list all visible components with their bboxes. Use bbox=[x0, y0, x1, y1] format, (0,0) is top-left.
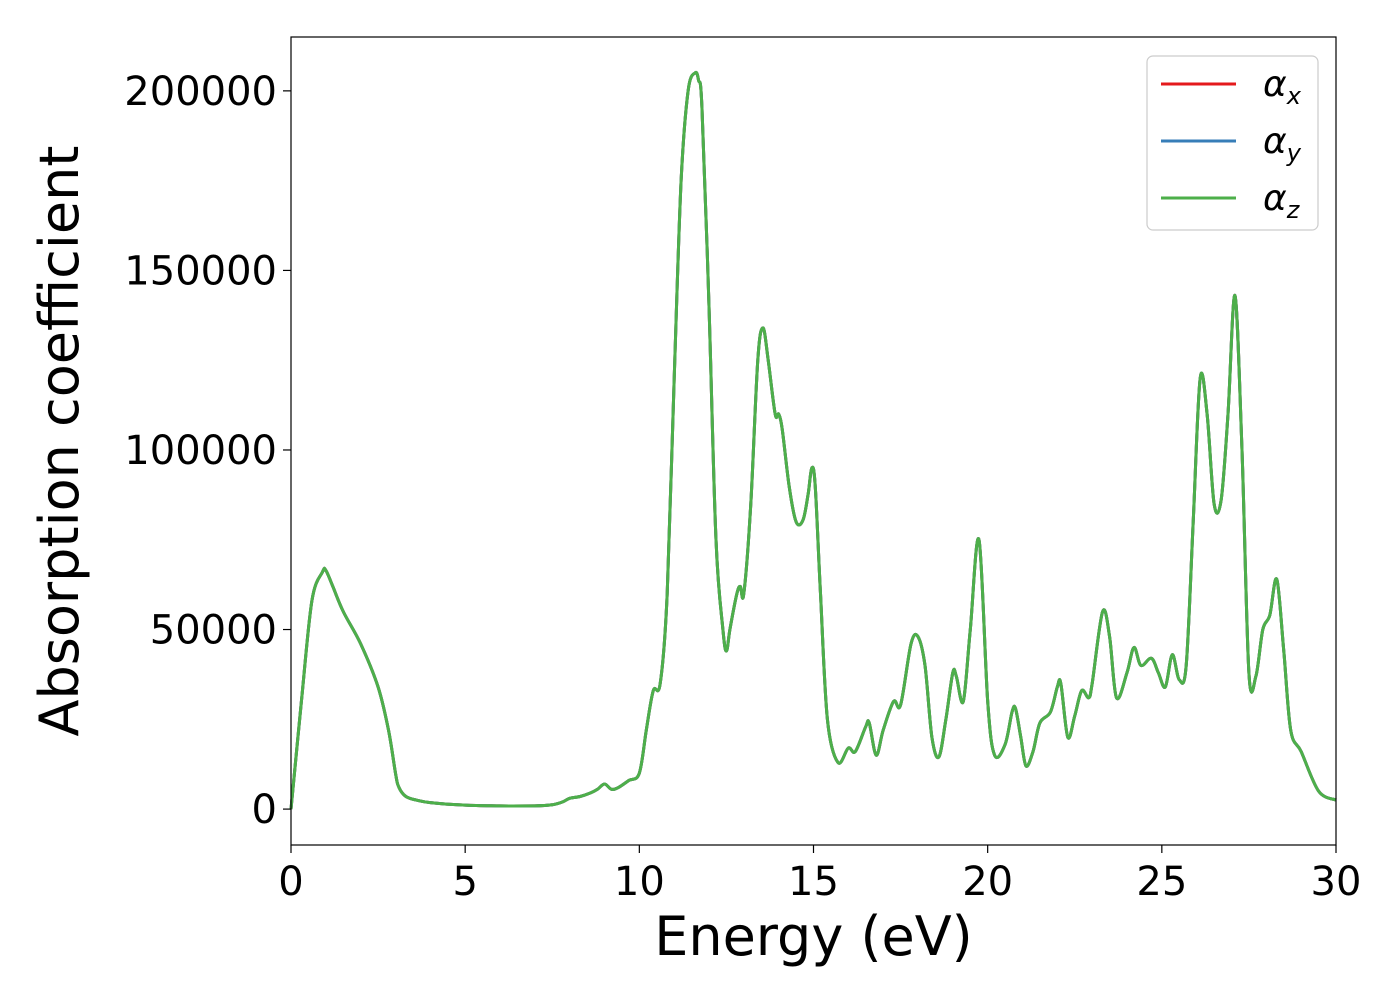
y-tick-label: 0 bbox=[252, 787, 277, 833]
x-tick-label: 30 bbox=[1311, 859, 1362, 905]
legend-label-z: αz bbox=[1263, 178, 1301, 224]
y-tick-label: 200000 bbox=[124, 69, 277, 115]
legend-label-x: αx bbox=[1263, 64, 1302, 110]
y-tick-label: 100000 bbox=[124, 428, 277, 474]
x-tick-label: 15 bbox=[788, 859, 839, 905]
series-layer bbox=[289, 70, 1337, 810]
y-tick-label: 50000 bbox=[150, 608, 277, 654]
y-tick-label: 150000 bbox=[124, 248, 277, 294]
y-axis-title: Absorption coefficient bbox=[28, 146, 91, 737]
series-line-z bbox=[289, 70, 1337, 810]
x-tick-label: 25 bbox=[1136, 859, 1187, 905]
legend-label-y: αy bbox=[1263, 121, 1302, 167]
x-axis: 0 5 10 15 20 25 30 bbox=[278, 845, 1361, 905]
x-tick-label: 20 bbox=[962, 859, 1013, 905]
x-tick-label: 0 bbox=[278, 859, 303, 905]
x-tick-label: 10 bbox=[614, 859, 665, 905]
x-axis-title: Energy (eV) bbox=[654, 905, 973, 968]
y-axis: 0 50000 100000 150000 200000 bbox=[124, 69, 291, 833]
legend: αx αy αz bbox=[1146, 55, 1319, 231]
legend-box bbox=[1146, 55, 1319, 231]
x-tick-label: 5 bbox=[452, 859, 477, 905]
